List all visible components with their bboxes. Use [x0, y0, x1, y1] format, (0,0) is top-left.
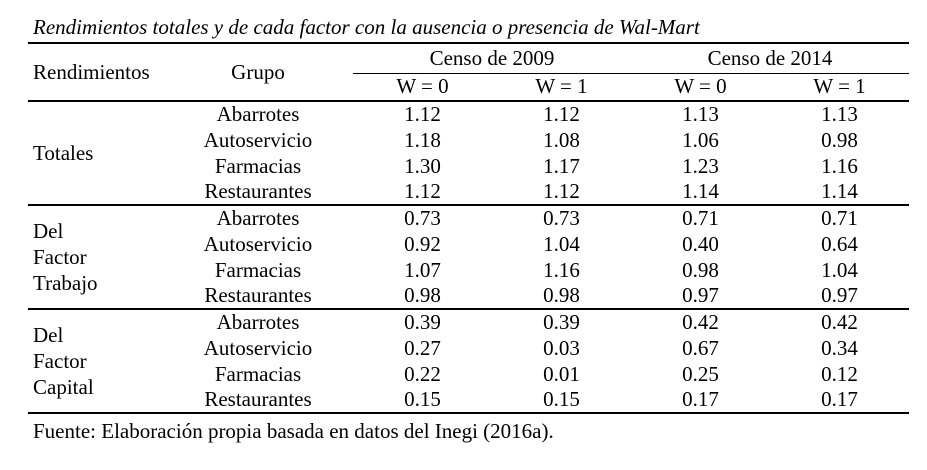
grupo-cell: Autoservicio: [203, 335, 313, 360]
col-header-w0-2014: W = 0: [631, 73, 771, 102]
value-cell: 1.12: [543, 102, 580, 126]
col-header-grupo: Grupo: [163, 43, 353, 102]
table-row: Autoservicio 0.92 1.04 0.40 0.64: [28, 231, 909, 257]
value-cell: 0.25: [682, 361, 719, 386]
table-row: Autoservicio 0.27 0.03 0.67 0.34: [28, 335, 909, 361]
col-header-w0-2009: W = 0: [353, 73, 492, 102]
value-cell: 0.67: [682, 335, 719, 360]
data-table: Rendimientos Grupo Censo de 2009 Censo d…: [28, 42, 910, 414]
group-totales: Totales Abarrotes 1.12 1.12 1.13 1.13 Au…: [28, 101, 910, 206]
value-cell: 0.97: [631, 283, 771, 310]
grupo-cell: Autoservicio: [203, 127, 313, 152]
table-title: Rendimientos totales y de cada factor co…: [33, 15, 700, 39]
value-cell: 1.17: [543, 153, 580, 178]
value-cell: 1.13: [682, 102, 719, 126]
grupo-cell: Farmacias: [214, 153, 302, 178]
grupo-cell: Farmacias: [214, 361, 302, 386]
value-cell: 1.30: [404, 153, 441, 178]
grupo-cell: Restaurantes: [163, 283, 353, 310]
value-cell: 0.15: [492, 387, 632, 414]
value-cell: 1.14: [631, 179, 771, 206]
table-row: Restaurantes 0.15 0.15 0.17 0.17: [28, 387, 910, 414]
value-cell: 0.92: [404, 231, 441, 256]
value-cell: 0.34: [821, 335, 858, 360]
value-cell: 1.04: [821, 257, 858, 282]
table-row: Del Factor Capital Abarrotes 0.39 0.39 0…: [28, 309, 909, 414]
value-cell: 1.18: [404, 127, 441, 152]
value-cell: 0.39: [543, 310, 580, 334]
value-cell: 0.03: [543, 335, 580, 360]
table-row: Farmacias 1.07 1.16 0.98 1.04: [28, 257, 909, 283]
table-row: Del Factor Trabajo Abarrotes 0.73 0.73 0…: [28, 205, 909, 310]
col-header-w1-2009: W = 1: [492, 73, 632, 102]
value-cell: 1.06: [682, 127, 719, 152]
group-label: Totales: [28, 101, 163, 206]
value-cell: 0.40: [682, 231, 719, 256]
grupo-cell: Restaurantes: [163, 387, 353, 414]
value-cell: 0.17: [770, 387, 910, 414]
value-cell: 1.12: [404, 102, 441, 126]
value-cell: 0.17: [631, 387, 771, 414]
table-row: Autoservicio 1.18 1.08 1.06 0.98: [28, 127, 909, 153]
table-row: Restaurantes 1.12 1.12 1.14 1.14: [28, 179, 910, 206]
value-cell: 1.14: [770, 179, 910, 206]
value-cell: 0.98: [682, 257, 719, 282]
value-cell: 0.98: [821, 127, 858, 152]
col-header-rendimientos: Rendimientos: [28, 43, 163, 102]
group-label: Del Factor Trabajo: [28, 205, 163, 310]
value-cell: 0.97: [770, 283, 910, 310]
value-cell: 1.12: [492, 179, 632, 206]
value-cell: 0.42: [682, 310, 719, 334]
group-label: Del Factor Capital: [28, 309, 163, 414]
value-cell: 0.12: [821, 361, 858, 386]
value-cell: 1.23: [682, 153, 719, 178]
table-row: Farmacias 1.30 1.17 1.23 1.16: [28, 153, 909, 179]
table-row: Totales Abarrotes 1.12 1.12 1.13 1.13: [28, 101, 909, 206]
col-header-censo-2009: Censo de 2009: [353, 43, 632, 74]
header-row-censo: Rendimientos Grupo Censo de 2009 Censo d…: [28, 43, 910, 102]
value-cell: 1.07: [404, 257, 441, 282]
value-cell: 1.12: [353, 179, 492, 206]
header-row-w: W = 0 W = 1 W = 0 W = 1: [28, 73, 910, 102]
value-cell: 0.71: [682, 206, 719, 230]
grupo-cell: Autoservicio: [203, 231, 313, 256]
value-cell: 0.15: [353, 387, 492, 414]
value-cell: 1.04: [543, 231, 580, 256]
table-header: Rendimientos Grupo Censo de 2009 Censo d…: [28, 43, 910, 102]
group-factor-capital: Del Factor Capital Abarrotes 0.39 0.39 0…: [28, 309, 910, 414]
value-cell: 1.08: [543, 127, 580, 152]
grupo-cell: Abarrotes: [216, 102, 300, 126]
value-cell: 0.98: [353, 283, 492, 310]
value-cell: 1.13: [821, 102, 858, 126]
grupo-cell: Abarrotes: [216, 310, 300, 334]
value-cell: 0.27: [404, 335, 441, 360]
value-cell: 0.39: [404, 310, 441, 334]
value-cell: 0.42: [821, 310, 858, 334]
grupo-cell: Restaurantes: [163, 179, 353, 206]
value-cell: 1.16: [543, 257, 580, 282]
value-cell: 0.71: [821, 206, 858, 230]
grupo-cell: Farmacias: [214, 257, 302, 282]
value-cell: 0.64: [821, 231, 858, 256]
value-cell: 0.73: [404, 206, 441, 230]
table-row: Farmacias 0.22 0.01 0.25 0.12: [28, 361, 909, 387]
col-header-censo-2014: Censo de 2014: [631, 43, 910, 74]
col-header-w1-2014: W = 1: [770, 73, 910, 102]
group-factor-trabajo: Del Factor Trabajo Abarrotes 0.73 0.73 0…: [28, 205, 910, 310]
value-cell: 0.01: [543, 361, 580, 386]
value-cell: 0.73: [543, 206, 580, 230]
value-cell: 0.22: [404, 361, 441, 386]
value-cell: 0.98: [492, 283, 632, 310]
table-row: Restaurantes 0.98 0.98 0.97 0.97: [28, 283, 910, 310]
grupo-cell: Abarrotes: [216, 206, 300, 230]
source-note: Fuente: Elaboración propia basada en dat…: [33, 419, 554, 443]
value-cell: 1.16: [821, 153, 858, 178]
